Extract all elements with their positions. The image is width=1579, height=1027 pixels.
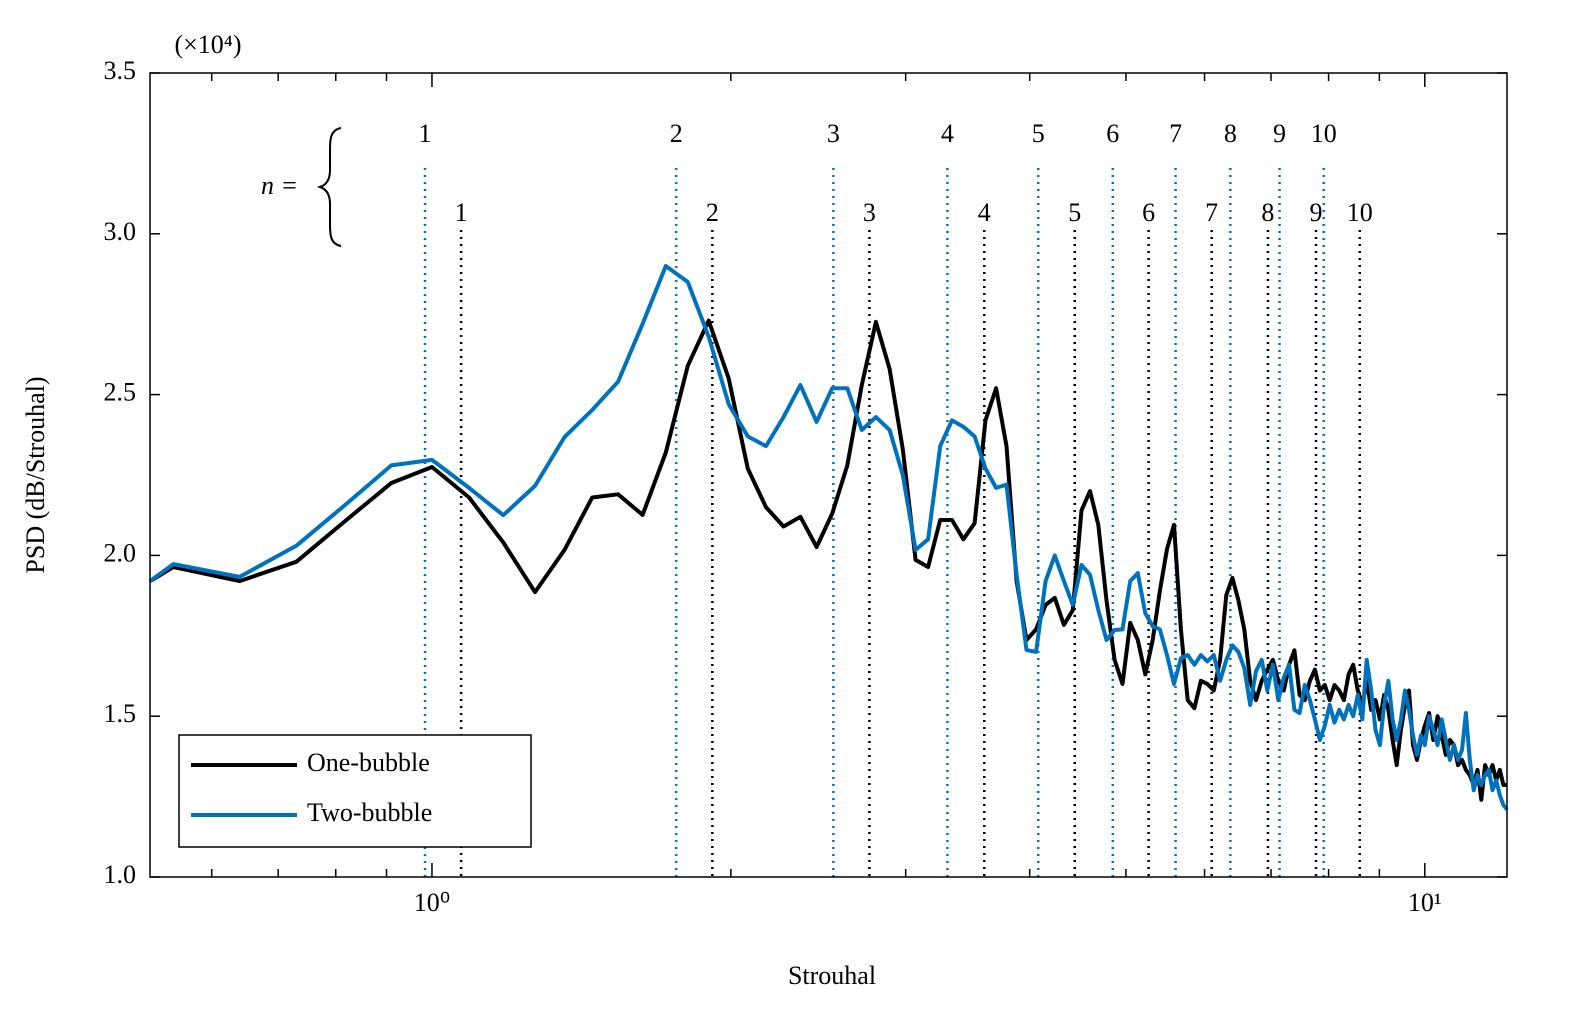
series-line	[148, 264, 1509, 811]
legend-box	[178, 734, 532, 848]
mode-label: 1	[419, 119, 432, 148]
y-tick-label: 2.0	[104, 538, 137, 567]
mode-label: 2	[670, 119, 683, 148]
x-axis-label: Strouhal	[788, 961, 876, 990]
mode-label: 1	[455, 198, 468, 227]
y-axis-label: PSD (dB/Strouhal)	[21, 376, 50, 573]
legend-label: One-bubble	[307, 748, 430, 777]
y-tick-label: 3.5	[104, 56, 137, 85]
mode-label: 7	[1205, 198, 1218, 227]
mode-label: 8	[1261, 198, 1274, 227]
y-tick-label: 1.0	[104, 860, 137, 889]
mode-label: 7	[1169, 119, 1182, 148]
y-tick-label: 2.5	[104, 378, 137, 407]
y-tick-label: 3.0	[104, 217, 137, 246]
mode-label: 2	[706, 198, 719, 227]
mode-label: 4	[941, 119, 954, 148]
annotation: n =	[261, 171, 298, 200]
mode-label: 3	[827, 119, 840, 148]
mode-label: 6	[1106, 119, 1119, 148]
mode-label: 6	[1142, 198, 1155, 227]
y-tick-label: 1.5	[104, 699, 137, 728]
plot-frame	[149, 72, 1508, 878]
mode-label: 5	[1032, 119, 1045, 148]
legend-label: Two-bubble	[307, 798, 432, 827]
mode-label: 10	[1347, 198, 1373, 227]
mode-label: 4	[978, 198, 991, 227]
mode-label: 8	[1224, 119, 1237, 148]
y-multiplier: (×10⁴)	[174, 30, 241, 59]
x-tick-label: 10¹	[1408, 888, 1442, 917]
mode-label: 5	[1068, 198, 1081, 227]
mode-label: 9	[1273, 119, 1286, 148]
mode-label: 10	[1311, 119, 1337, 148]
brace	[316, 127, 342, 247]
mode-label: 9	[1310, 198, 1323, 227]
x-tick-label: 10⁰	[414, 888, 450, 917]
mode-label: 3	[863, 198, 876, 227]
